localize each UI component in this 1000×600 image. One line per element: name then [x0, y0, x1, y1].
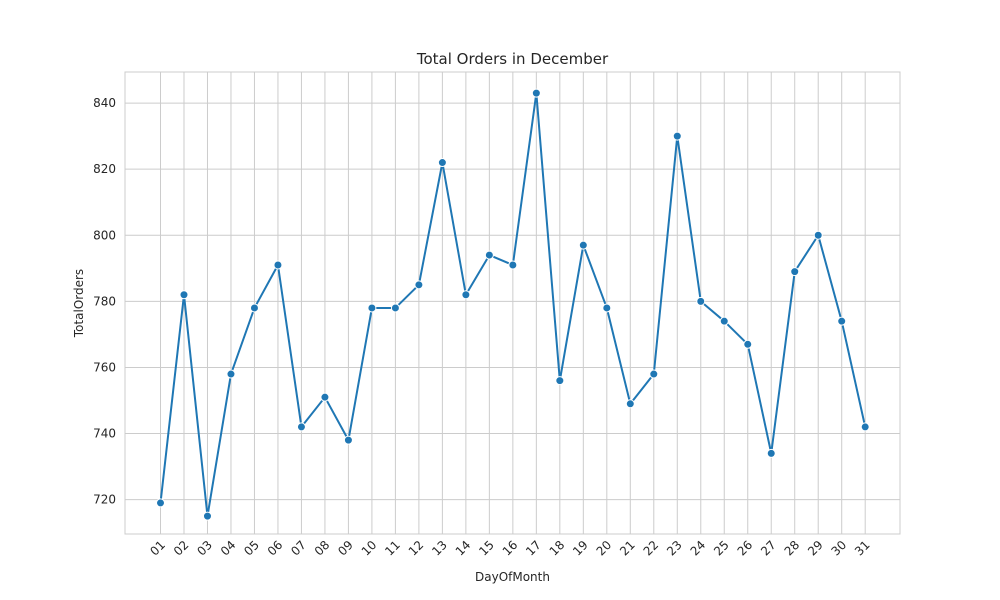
- x-tick-label: 22: [641, 538, 662, 559]
- x-tick-label: 15: [476, 538, 497, 559]
- series-layer: [156, 88, 870, 521]
- y-tick-label: 740: [93, 427, 116, 441]
- data-point: [578, 240, 588, 250]
- data-point: [649, 369, 659, 379]
- data-point: [226, 369, 236, 379]
- data-point: [790, 267, 800, 277]
- plot-frame: [124, 71, 901, 535]
- x-tick-label: 13: [429, 538, 450, 559]
- data-point: [813, 230, 823, 240]
- x-tick-label: 12: [406, 538, 427, 559]
- x-tick-label: 20: [594, 538, 615, 559]
- x-tick-label: 25: [711, 538, 732, 559]
- y-tick-label: 840: [93, 96, 116, 110]
- data-point: [837, 316, 847, 326]
- data-point: [320, 392, 330, 402]
- x-tick-label: 31: [852, 538, 873, 559]
- x-tick-label: 10: [359, 538, 380, 559]
- y-axis-label: TotalOrders: [72, 269, 86, 338]
- y-tick-label: 800: [93, 228, 116, 242]
- data-point: [696, 296, 706, 306]
- data-point: [249, 303, 259, 313]
- x-tick-label: 19: [570, 538, 591, 559]
- x-tick-label: 23: [664, 538, 685, 559]
- x-tick-label: 07: [288, 538, 309, 559]
- x-tick-label: 02: [171, 538, 192, 559]
- data-point: [273, 260, 283, 270]
- y-tick-label: 720: [93, 493, 116, 507]
- data-point: [766, 448, 776, 458]
- x-tick-labels: 01 02 03 04 05 06 07 08 09 10 11 12 13 14 15 16 17 18 19 20…: [147, 538, 872, 559]
- x-tick-label: 06: [265, 538, 286, 559]
- data-point: [437, 158, 447, 168]
- x-tick-label: 09: [335, 538, 356, 559]
- data-point: [343, 435, 353, 445]
- data-point: [156, 498, 165, 508]
- x-tick-label: 29: [805, 538, 826, 559]
- data-point: [367, 303, 377, 313]
- grid-lines: [125, 72, 900, 534]
- y-tick-label: 760: [93, 360, 116, 374]
- x-tick-label: 11: [382, 538, 403, 559]
- x-axis-label: DayOfMonth: [475, 570, 550, 584]
- y-tick-label: 820: [93, 162, 116, 176]
- chart-title: Total Orders in December: [416, 50, 609, 68]
- data-point: [414, 280, 424, 290]
- x-tick-label: 01: [147, 538, 168, 559]
- y-tick-labels: 720 740 760 780 800 820 840: [93, 96, 116, 507]
- data-point: [719, 316, 729, 326]
- data-point: [602, 303, 612, 313]
- x-tick-label: 21: [617, 538, 638, 559]
- data-point: [508, 260, 518, 270]
- x-tick-label: 03: [194, 538, 215, 559]
- x-tick-label: 28: [782, 538, 803, 559]
- x-tick-label: 08: [312, 538, 333, 559]
- x-tick-label: 26: [735, 538, 756, 559]
- x-tick-label: 16: [500, 538, 521, 559]
- data-point: [860, 422, 870, 432]
- data-point: [461, 290, 471, 300]
- x-tick-label: 04: [218, 538, 239, 559]
- x-tick-label: 27: [758, 538, 779, 559]
- x-tick-label: 05: [241, 538, 262, 559]
- data-point: [625, 399, 635, 409]
- x-tick-label: 24: [688, 538, 709, 559]
- x-tick-label: 14: [453, 538, 474, 559]
- data-point: [743, 339, 753, 349]
- y-tick-label: 780: [93, 294, 116, 308]
- data-point: [202, 511, 212, 521]
- data-point: [672, 131, 682, 141]
- data-point: [484, 250, 494, 260]
- data-point: [390, 303, 400, 313]
- data-point: [179, 290, 189, 300]
- x-tick-label: 30: [829, 538, 850, 559]
- data-point: [531, 88, 541, 98]
- data-point: [555, 376, 565, 386]
- x-tick-label: 17: [523, 538, 544, 559]
- data-point: [296, 422, 306, 432]
- x-tick-label: 18: [547, 538, 568, 559]
